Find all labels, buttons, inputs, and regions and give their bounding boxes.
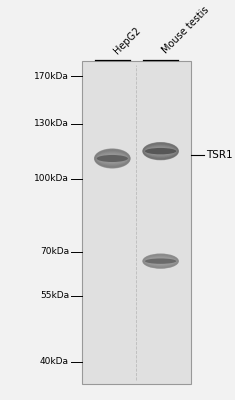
Text: 100kDa: 100kDa <box>34 174 69 183</box>
Text: Mouse testis: Mouse testis <box>161 5 211 56</box>
Ellipse shape <box>98 154 127 163</box>
Ellipse shape <box>146 148 175 155</box>
Ellipse shape <box>146 147 175 155</box>
Ellipse shape <box>94 148 131 168</box>
Ellipse shape <box>144 256 177 266</box>
Ellipse shape <box>95 150 130 167</box>
Text: 130kDa: 130kDa <box>34 119 69 128</box>
Ellipse shape <box>146 258 175 264</box>
Ellipse shape <box>144 144 177 158</box>
Ellipse shape <box>143 143 178 160</box>
Ellipse shape <box>145 146 176 156</box>
Ellipse shape <box>144 256 177 267</box>
Text: TSR1: TSR1 <box>206 150 233 160</box>
Ellipse shape <box>145 148 176 154</box>
Ellipse shape <box>145 257 176 265</box>
Text: 70kDa: 70kDa <box>40 248 69 256</box>
Ellipse shape <box>97 153 128 164</box>
Ellipse shape <box>146 258 175 265</box>
Ellipse shape <box>143 143 178 159</box>
Text: 40kDa: 40kDa <box>40 358 69 366</box>
Ellipse shape <box>95 150 129 167</box>
Text: 55kDa: 55kDa <box>40 292 69 300</box>
Ellipse shape <box>143 144 178 159</box>
Ellipse shape <box>146 147 175 155</box>
Ellipse shape <box>143 254 178 268</box>
Ellipse shape <box>97 153 128 164</box>
Ellipse shape <box>142 254 179 269</box>
Ellipse shape <box>145 256 176 266</box>
Ellipse shape <box>144 255 178 267</box>
Ellipse shape <box>145 256 177 266</box>
Ellipse shape <box>143 255 178 268</box>
Bar <box>82 61 191 384</box>
Ellipse shape <box>143 254 178 268</box>
Ellipse shape <box>96 152 129 166</box>
Ellipse shape <box>94 149 130 168</box>
Ellipse shape <box>145 257 176 265</box>
Text: 170kDa: 170kDa <box>34 72 69 80</box>
Ellipse shape <box>144 144 177 158</box>
Ellipse shape <box>144 144 178 158</box>
Ellipse shape <box>95 151 129 166</box>
Ellipse shape <box>142 142 179 160</box>
Ellipse shape <box>98 154 127 163</box>
Ellipse shape <box>145 257 176 266</box>
Ellipse shape <box>145 146 176 157</box>
Ellipse shape <box>97 152 128 165</box>
Ellipse shape <box>145 145 177 157</box>
Ellipse shape <box>142 142 179 160</box>
Ellipse shape <box>142 254 179 268</box>
Ellipse shape <box>97 155 128 162</box>
Ellipse shape <box>95 150 130 167</box>
Ellipse shape <box>144 145 177 158</box>
Ellipse shape <box>97 154 127 164</box>
Ellipse shape <box>146 258 175 264</box>
Text: HepG2: HepG2 <box>112 25 143 56</box>
Ellipse shape <box>145 147 176 156</box>
Ellipse shape <box>144 255 177 267</box>
Ellipse shape <box>94 149 130 168</box>
Ellipse shape <box>96 152 128 165</box>
Ellipse shape <box>96 151 129 166</box>
Ellipse shape <box>145 258 176 264</box>
Ellipse shape <box>145 146 176 156</box>
Ellipse shape <box>98 155 127 162</box>
